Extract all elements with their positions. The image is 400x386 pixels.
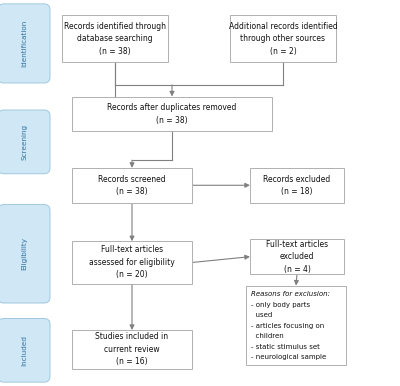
FancyBboxPatch shape <box>246 286 346 365</box>
Text: Records after duplicates removed
(n = 38): Records after duplicates removed (n = 38… <box>107 103 237 125</box>
Text: - articles focusing on: - articles focusing on <box>251 323 324 329</box>
Text: - only body parts: - only body parts <box>251 301 310 308</box>
Text: Full-text articles
assessed for eligibility
(n = 20): Full-text articles assessed for eligibil… <box>89 245 175 279</box>
FancyBboxPatch shape <box>0 110 50 174</box>
Text: children: children <box>251 333 284 339</box>
Text: Records excluded
(n = 18): Records excluded (n = 18) <box>263 174 331 196</box>
Text: Records identified through
database searching
(n = 38): Records identified through database sear… <box>64 22 166 56</box>
FancyBboxPatch shape <box>72 241 192 284</box>
FancyBboxPatch shape <box>0 4 50 83</box>
Text: Studies included in
current review
(n = 16): Studies included in current review (n = … <box>96 332 168 366</box>
FancyBboxPatch shape <box>62 15 168 62</box>
Text: Eligibility: Eligibility <box>21 237 27 270</box>
FancyBboxPatch shape <box>72 168 192 203</box>
FancyBboxPatch shape <box>250 239 344 274</box>
Text: Full-text articles
excluded
(n = 4): Full-text articles excluded (n = 4) <box>266 240 328 274</box>
Text: - neurological sample: - neurological sample <box>251 354 326 361</box>
Text: Records screened
(n = 38): Records screened (n = 38) <box>98 174 166 196</box>
FancyBboxPatch shape <box>0 318 50 382</box>
Text: - static stimulus set: - static stimulus set <box>251 344 320 350</box>
FancyBboxPatch shape <box>230 15 336 62</box>
Text: Reasons for exclusion:: Reasons for exclusion: <box>251 291 330 297</box>
Text: Identification: Identification <box>21 20 27 67</box>
Text: used: used <box>251 312 272 318</box>
Text: Included: Included <box>21 335 27 366</box>
Text: Screening: Screening <box>21 124 27 160</box>
Text: Additional records identified
through other sources
(n = 2): Additional records identified through ot… <box>229 22 337 56</box>
FancyBboxPatch shape <box>72 96 272 131</box>
FancyBboxPatch shape <box>250 168 344 203</box>
FancyBboxPatch shape <box>0 205 50 303</box>
FancyBboxPatch shape <box>72 330 192 369</box>
